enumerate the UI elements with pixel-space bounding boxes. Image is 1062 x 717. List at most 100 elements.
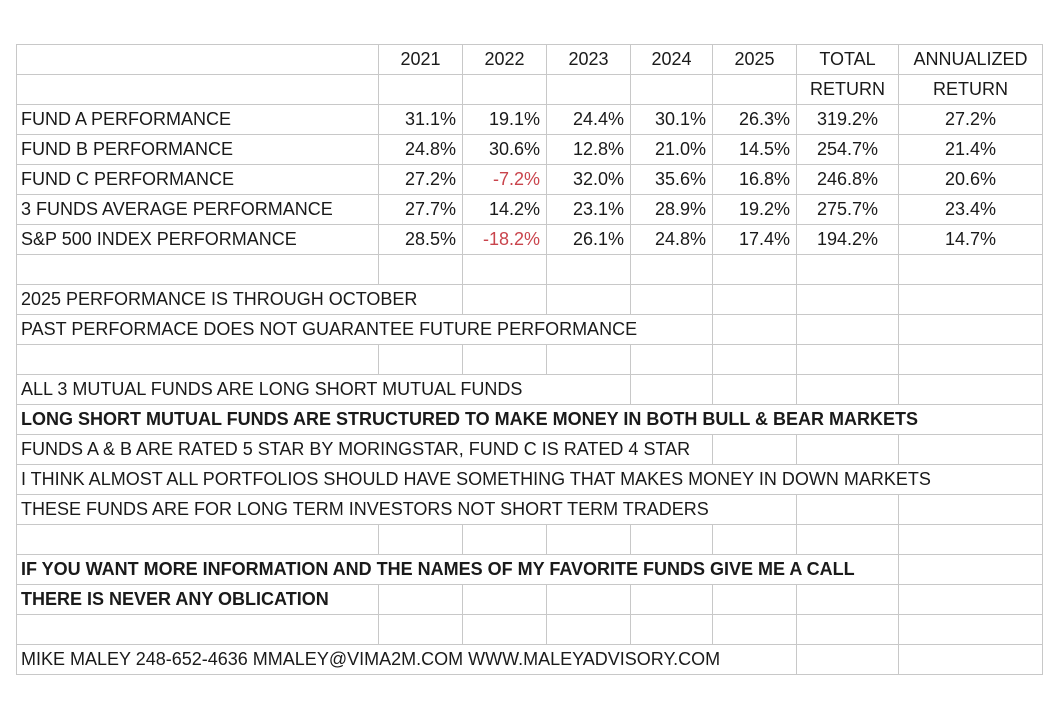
empty-cell bbox=[16, 44, 379, 75]
cell: 24.8% bbox=[630, 224, 713, 255]
cell: 2021 bbox=[378, 44, 463, 75]
empty-cell bbox=[898, 554, 1043, 585]
empty-cell bbox=[898, 614, 1043, 645]
cell: 27.7% bbox=[378, 194, 463, 225]
cell: 20.6% bbox=[898, 164, 1043, 195]
cell: 30.6% bbox=[462, 134, 547, 165]
empty-cell bbox=[712, 584, 797, 615]
cell: 2023 bbox=[546, 44, 631, 75]
empty-cell bbox=[630, 584, 713, 615]
empty-cell bbox=[462, 74, 547, 105]
empty-cell bbox=[546, 74, 631, 105]
cell: 275.7% bbox=[796, 194, 899, 225]
empty-cell bbox=[546, 254, 631, 285]
empty-cell bbox=[378, 74, 463, 105]
sheet-row: 2021 2022 2023 2024 2025 TOTAL ANNUALIZED bbox=[16, 44, 1043, 75]
cell: THESE FUNDS ARE FOR LONG TERM INVESTORS … bbox=[16, 494, 797, 525]
sheet-row: S&P 500 INDEX PERFORMANCE 28.5% -18.2% 26.1… bbox=[16, 224, 1043, 255]
cell: 14.2% bbox=[462, 194, 547, 225]
cell: 319.2% bbox=[796, 104, 899, 135]
cell: 2022 bbox=[462, 44, 547, 75]
cell: 21.4% bbox=[898, 134, 1043, 165]
cell: 32.0% bbox=[546, 164, 631, 195]
cell: 24.4% bbox=[546, 104, 631, 135]
empty-cell bbox=[462, 614, 547, 645]
empty-cell bbox=[630, 74, 713, 105]
empty-cell bbox=[796, 494, 899, 525]
empty-cell bbox=[462, 344, 547, 375]
empty-cell bbox=[898, 494, 1043, 525]
empty-cell bbox=[16, 74, 379, 105]
empty-cell bbox=[712, 254, 797, 285]
empty-cell bbox=[796, 314, 899, 345]
cell: -7.2% bbox=[462, 164, 547, 195]
cell: TOTAL bbox=[796, 44, 899, 75]
cell: 12.8% bbox=[546, 134, 631, 165]
cell: 14.7% bbox=[898, 224, 1043, 255]
cell: 17.4% bbox=[712, 224, 797, 255]
empty-cell bbox=[712, 524, 797, 555]
empty-cell bbox=[796, 284, 899, 315]
empty-cell bbox=[630, 374, 713, 405]
empty-cell bbox=[16, 254, 379, 285]
sheet-row: ALL 3 MUTUAL FUNDS ARE LONG SHORT MUTUAL… bbox=[16, 374, 1043, 405]
empty-cell bbox=[546, 584, 631, 615]
empty-cell bbox=[546, 284, 631, 315]
cell: ANNUALIZED bbox=[898, 44, 1043, 75]
cell: 23.1% bbox=[546, 194, 631, 225]
cell: 24.8% bbox=[378, 134, 463, 165]
empty-cell bbox=[630, 524, 713, 555]
empty-cell bbox=[712, 344, 797, 375]
empty-cell bbox=[712, 74, 797, 105]
sheet-row: IF YOU WANT MORE INFORMATION AND THE NAM… bbox=[16, 554, 1043, 585]
cell: 254.7% bbox=[796, 134, 899, 165]
sheet-row: MIKE MALEY 248-652-4636 MMALEY@VIMA2M.CO… bbox=[16, 644, 1043, 675]
cell: 31.1% bbox=[378, 104, 463, 135]
cell: MIKE MALEY 248-652-4636 MMALEY@VIMA2M.CO… bbox=[16, 644, 797, 675]
cell: 2025 PERFORMANCE IS THROUGH OCTOBER bbox=[16, 284, 463, 315]
cell: 2025 bbox=[712, 44, 797, 75]
sheet-row bbox=[16, 524, 1043, 555]
empty-cell bbox=[898, 284, 1043, 315]
sheet-row: FUNDS A & B ARE RATED 5 STAR BY MORINGST… bbox=[16, 434, 1043, 465]
empty-cell bbox=[16, 524, 379, 555]
empty-cell bbox=[630, 284, 713, 315]
sheet-body: 2021 2022 2023 2024 2025 TOTAL ANNUALIZED RETUR… bbox=[16, 44, 1043, 675]
cell: FUNDS A & B ARE RATED 5 STAR BY MORINGST… bbox=[16, 434, 713, 465]
sheet-row: 2025 PERFORMANCE IS THROUGH OCTOBER bbox=[16, 284, 1043, 315]
cell: 2024 bbox=[630, 44, 713, 75]
cell: THERE IS NEVER ANY OBLICATION bbox=[16, 584, 379, 615]
sheet-row: RETURN RETURN bbox=[16, 74, 1043, 105]
sheet-row: FUND A PERFORMANCE 31.1% 19.1% 24.4% 30.1% 26… bbox=[16, 104, 1043, 135]
empty-cell bbox=[796, 644, 899, 675]
empty-cell bbox=[796, 254, 899, 285]
sheet-row: LONG SHORT MUTUAL FUNDS ARE STRUCTURED T… bbox=[16, 404, 1043, 435]
cell: RETURN bbox=[898, 74, 1043, 105]
empty-cell bbox=[630, 254, 713, 285]
empty-cell bbox=[796, 434, 899, 465]
empty-cell bbox=[378, 344, 463, 375]
cell: PAST PERFORMACE DOES NOT GUARANTEE FUTUR… bbox=[16, 314, 713, 345]
cell: RETURN bbox=[796, 74, 899, 105]
cell: S&P 500 INDEX PERFORMANCE bbox=[16, 224, 379, 255]
cell: ALL 3 MUTUAL FUNDS ARE LONG SHORT MUTUAL… bbox=[16, 374, 631, 405]
empty-cell bbox=[712, 614, 797, 645]
sheet-row: PAST PERFORMACE DOES NOT GUARANTEE FUTUR… bbox=[16, 314, 1043, 345]
cell: 246.8% bbox=[796, 164, 899, 195]
cell: FUND B PERFORMANCE bbox=[16, 134, 379, 165]
empty-cell bbox=[630, 614, 713, 645]
empty-cell bbox=[898, 344, 1043, 375]
cell: 28.5% bbox=[378, 224, 463, 255]
empty-cell bbox=[712, 314, 797, 345]
cell: 26.3% bbox=[712, 104, 797, 135]
empty-cell bbox=[898, 584, 1043, 615]
empty-cell bbox=[546, 344, 631, 375]
cell: -18.2% bbox=[462, 224, 547, 255]
empty-cell bbox=[898, 254, 1043, 285]
empty-cell bbox=[462, 284, 547, 315]
empty-cell bbox=[378, 524, 463, 555]
empty-cell bbox=[546, 524, 631, 555]
sheet-row bbox=[16, 254, 1043, 285]
cell: 35.6% bbox=[630, 164, 713, 195]
